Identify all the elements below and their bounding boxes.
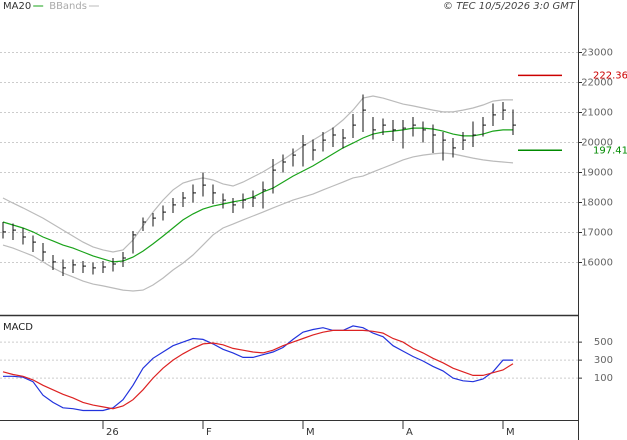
x-tick-label: 26	[106, 427, 119, 438]
x-tick-label: F	[206, 427, 212, 438]
series-line	[3, 325, 513, 412]
series-line	[2, 127, 513, 263]
series-line	[2, 152, 514, 292]
y-tick-label: 100	[594, 373, 613, 384]
panel-title: MACD	[3, 322, 33, 333]
y-tick-label: 500	[594, 337, 613, 348]
series-line	[2, 329, 514, 410]
y-tick-label: 22000	[581, 78, 613, 89]
y-tick-label: 19000	[581, 168, 613, 179]
y-tick-label: 17000	[581, 228, 613, 239]
x-tick-label: M	[506, 427, 515, 438]
legend-label: MA20	[3, 1, 31, 12]
y-tick-label: 18000	[581, 198, 613, 209]
y-tick-label: 16000	[581, 258, 613, 269]
y-tick-label: 21000	[581, 108, 613, 119]
level-label: 222.36	[593, 70, 627, 81]
legend-label: BBands	[49, 1, 87, 12]
y-tick-label: 23000	[581, 48, 613, 59]
y-tick-label: 20000	[581, 138, 613, 149]
source: © TEC 10/5/2026 3:0 GMT	[443, 1, 576, 12]
series-line	[2, 95, 513, 253]
level-label: 197.41	[593, 145, 627, 156]
x-tick-label: A	[406, 427, 413, 438]
x-tick-label: M	[306, 427, 315, 438]
y-tick-label: 300	[594, 355, 613, 366]
